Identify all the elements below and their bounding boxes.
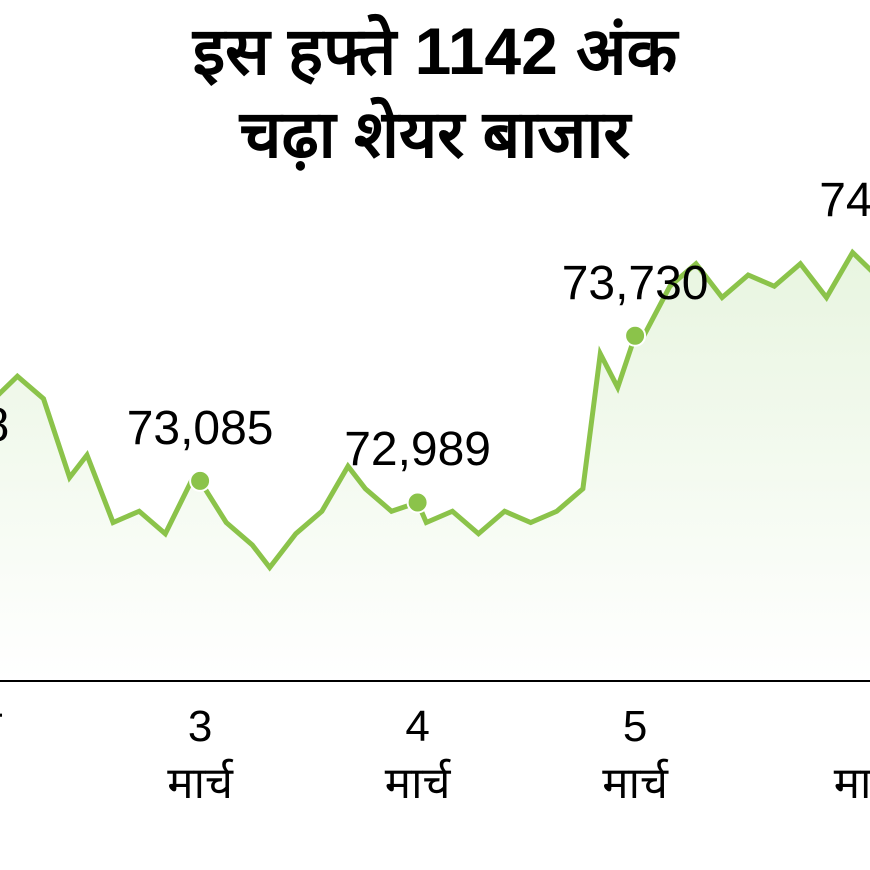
data-point-label: 73,085 (127, 401, 274, 456)
data-marker (408, 492, 428, 512)
x-axis-labels: ी 3मार्च 4मार्च 5मार्च मा (0, 698, 870, 818)
data-point-label: 73,730 (562, 256, 709, 311)
data-point-label: 74, (819, 173, 870, 228)
x-axis-line (0, 680, 870, 682)
data-marker (190, 471, 210, 491)
x-axis-label: ी (0, 698, 1, 755)
data-point-label: 72,989 (344, 422, 491, 477)
title-line-1: इस हफ्ते 1142 अंक (193, 14, 678, 88)
data-marker (625, 326, 645, 346)
data-point-label: 98 (0, 398, 9, 453)
x-axis-label: मा (834, 698, 870, 812)
x-axis-label: 5मार्च (602, 698, 668, 812)
x-axis-label: 4मार्च (385, 698, 451, 812)
title-line-2: चढ़ा शेयर बाजार (240, 97, 631, 171)
x-axis-label: 3मार्च (167, 698, 233, 812)
chart-title: इस हफ्ते 1142 अंक चढ़ा शेयर बाजार (0, 10, 870, 175)
